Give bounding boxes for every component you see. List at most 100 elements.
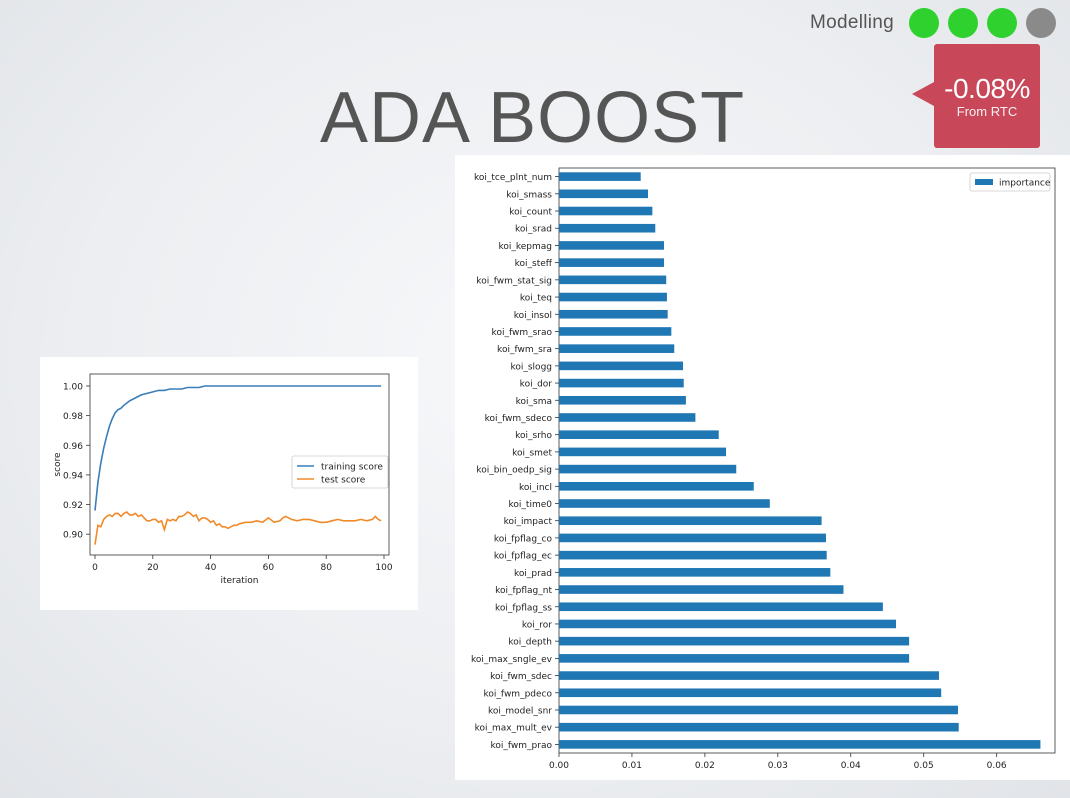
feature-label: koi_fwm_pdeco — [484, 689, 553, 699]
importance-bar — [559, 482, 754, 491]
importance-bar — [559, 585, 844, 594]
y-tick-label: 0.92 — [63, 501, 83, 511]
x-tick-label: 40 — [205, 563, 217, 573]
feature-label: koi_max_sngle_ev — [471, 655, 553, 665]
feature-label: koi_smass — [506, 190, 552, 200]
score-callout: -0.08% From RTC — [912, 44, 1040, 148]
x-tick-label: 0.04 — [841, 761, 861, 771]
feature-label: koi_teq — [520, 294, 552, 304]
importance-bar — [559, 258, 665, 267]
importance-bar — [559, 309, 668, 319]
importance-bar — [559, 499, 770, 508]
progress-dot-4 — [1026, 8, 1056, 38]
x-tick-label: 0.06 — [987, 761, 1007, 771]
x-tick-label: 0.00 — [549, 761, 569, 771]
legend-box — [291, 455, 389, 489]
importance-bar — [559, 189, 648, 199]
feature-label: koi_impact — [504, 517, 553, 527]
x-axis-label: iteration — [220, 576, 258, 586]
feature-label: koi_bin_oedp_sig — [476, 466, 552, 476]
importance-bar — [559, 430, 719, 439]
feature-importance-chart-panel: koi_tce_plnt_num koi_smass koi_count koi_sr… — [455, 155, 1070, 780]
y-tick-label: 0.90 — [63, 531, 83, 541]
x-tick-label: 80 — [320, 563, 332, 573]
legend-swatch — [975, 179, 993, 185]
feature-label: koi_steff — [515, 259, 553, 269]
importance-bar — [559, 654, 910, 663]
x-tick-label: 0.03 — [768, 761, 788, 771]
feature-label: koi_fpflag_ss — [495, 603, 552, 613]
importance-bar — [559, 568, 831, 577]
importance-bar — [559, 413, 696, 422]
callout-value: -0.08% — [944, 73, 1030, 104]
importance-bar — [559, 344, 675, 353]
feature-label: koi_ror — [522, 620, 552, 630]
importance-bar — [559, 464, 737, 474]
callout-subtitle: From RTC — [956, 104, 1018, 119]
feature-importance-chart: koi_tce_plnt_num koi_smass koi_count koi_sr… — [471, 167, 1056, 771]
y-tick-label: 0.96 — [63, 442, 83, 452]
importance-bar — [559, 378, 684, 388]
importance-bar — [559, 241, 665, 250]
section-progress: Modelling — [810, 6, 1056, 40]
importance-bar — [559, 361, 683, 371]
feature-label: koi_dor — [520, 380, 553, 390]
x-tick-label: 0.05 — [914, 761, 934, 771]
progress-dot-3 — [987, 8, 1017, 38]
importance-bar — [559, 395, 686, 405]
importance-bar — [559, 292, 667, 302]
importance-bar — [559, 327, 672, 336]
importance-bar — [559, 671, 940, 680]
y-tick-label: 0.94 — [63, 471, 83, 481]
importance-bar — [559, 223, 656, 233]
importance-bar — [559, 533, 826, 543]
importance-bar — [559, 275, 667, 285]
importance-bar — [559, 705, 958, 715]
feature-label: koi_fpflag_co — [494, 534, 553, 544]
x-tick-label: 0 — [92, 563, 98, 573]
importance-bar — [559, 550, 827, 560]
feature-label: koi_max_mult_ev — [475, 724, 553, 734]
slide-title: ADA BOOST — [320, 78, 746, 158]
importance-bar — [559, 516, 822, 526]
score-line-chart-panel: 0.90 0.92 0.94 0.96 0.98 1.00 0 20 40 60 80 100 iter… — [40, 357, 418, 610]
y-tick-label: 1.00 — [63, 383, 83, 393]
feature-label: koi_fpflag_nt — [495, 586, 552, 596]
x-tick-label: 100 — [375, 563, 392, 573]
feature-label: koi_slogg — [510, 362, 552, 372]
feature-label: koi_fwm_sdeco — [485, 414, 553, 424]
feature-label: koi_smet — [512, 448, 552, 458]
feature-label: koi_time0 — [509, 500, 553, 510]
y-tick-label: 0.98 — [63, 412, 83, 422]
plot-frame — [558, 167, 1056, 754]
legend-label: importance — [999, 179, 1051, 189]
feature-label: koi_fwm_sdec — [490, 672, 552, 682]
feature-label: koi_fwm_srao — [492, 328, 553, 338]
feature-label: koi_fwm_sra — [497, 345, 552, 355]
feature-label: koi_count — [509, 208, 552, 218]
legend-label: training score — [321, 463, 383, 473]
importance-bar — [559, 619, 896, 629]
feature-label: koi_tce_plnt_num — [474, 173, 552, 183]
feature-label: koi_srad — [515, 225, 552, 235]
progress-dot-2 — [948, 8, 978, 38]
feature-label: koi_fwm_prao — [491, 741, 553, 751]
feature-label: koi_srho — [515, 431, 552, 441]
x-tick-label: 0.02 — [695, 761, 715, 771]
importance-bar — [559, 688, 942, 698]
importance-bar — [559, 602, 883, 612]
feature-label: koi_prad — [514, 569, 552, 579]
importance-bar — [559, 172, 641, 181]
feature-label: koi_incl — [519, 483, 552, 493]
plot-frame — [89, 373, 390, 556]
importance-bar — [559, 636, 910, 646]
legend-label: test score — [321, 476, 366, 486]
x-tick-label: 20 — [147, 563, 159, 573]
feature-label: koi_sma — [516, 397, 552, 407]
importance-bar — [559, 740, 1041, 749]
feature-label: koi_fwm_stat_sig — [476, 276, 552, 286]
score-line-chart: 0.90 0.92 0.94 0.96 0.98 1.00 0 20 40 60 80 100 iter… — [53, 373, 393, 586]
series-line-training-score — [94, 385, 382, 511]
feature-label: koi_kepmag — [498, 242, 552, 252]
importance-bar — [559, 722, 959, 732]
